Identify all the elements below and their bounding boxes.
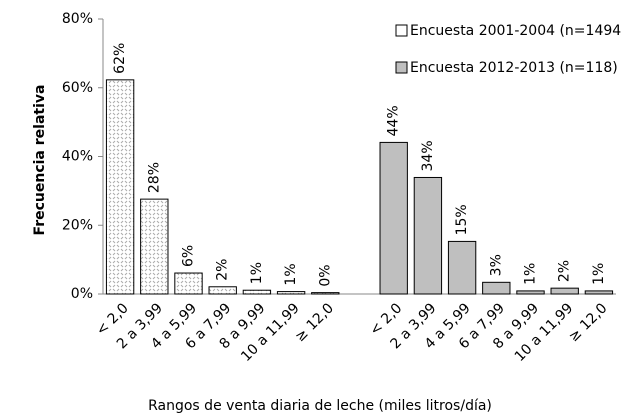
x-axis-title: Rangos de venta diaria de leche (miles l… [148, 398, 492, 414]
data-label: 1% [249, 262, 265, 284]
y-tick-label: 20% [62, 217, 93, 233]
bar [174, 272, 203, 295]
bar [140, 198, 169, 295]
data-label: 1% [591, 263, 607, 285]
data-label: 0% [317, 264, 333, 286]
data-label: 28% [146, 162, 162, 193]
legend-swatch [395, 61, 408, 74]
data-label: 2% [557, 260, 573, 282]
y-tick-label: 60% [62, 80, 93, 96]
data-label: 3% [488, 254, 504, 276]
legend-label: Encuesta 2001-2004 (n=1494) [410, 23, 621, 39]
data-label: 1% [523, 263, 539, 285]
data-label: 44% [386, 105, 402, 136]
bar [311, 292, 340, 295]
x-tick-label: ≥ 12,0 [292, 300, 337, 345]
data-label: 1% [283, 263, 299, 285]
bar [105, 79, 135, 295]
bar [379, 141, 408, 295]
data-label: 34% [420, 140, 436, 171]
bar [482, 281, 511, 295]
bar [242, 289, 272, 295]
bar [447, 240, 477, 295]
bar [276, 291, 306, 295]
bar [516, 290, 545, 295]
bar [584, 290, 614, 295]
y-tick-label: 40% [62, 149, 93, 165]
bar [550, 287, 579, 295]
y-tick-label: 0% [71, 286, 93, 302]
bar [413, 176, 443, 295]
data-label: 2% [215, 259, 231, 281]
bar [208, 286, 237, 295]
legend-label: Encuesta 2012-2013 (n=118) [410, 60, 618, 76]
x-tick-label: ≥ 12,0 [566, 300, 611, 345]
data-label: 15% [454, 204, 470, 235]
y-tick-label: 80% [62, 11, 93, 27]
data-label: 62% [112, 43, 128, 74]
legend-swatch [395, 24, 408, 37]
y-axis-title: Frecuencia relativa [32, 85, 48, 236]
data-label: 6% [181, 245, 197, 267]
